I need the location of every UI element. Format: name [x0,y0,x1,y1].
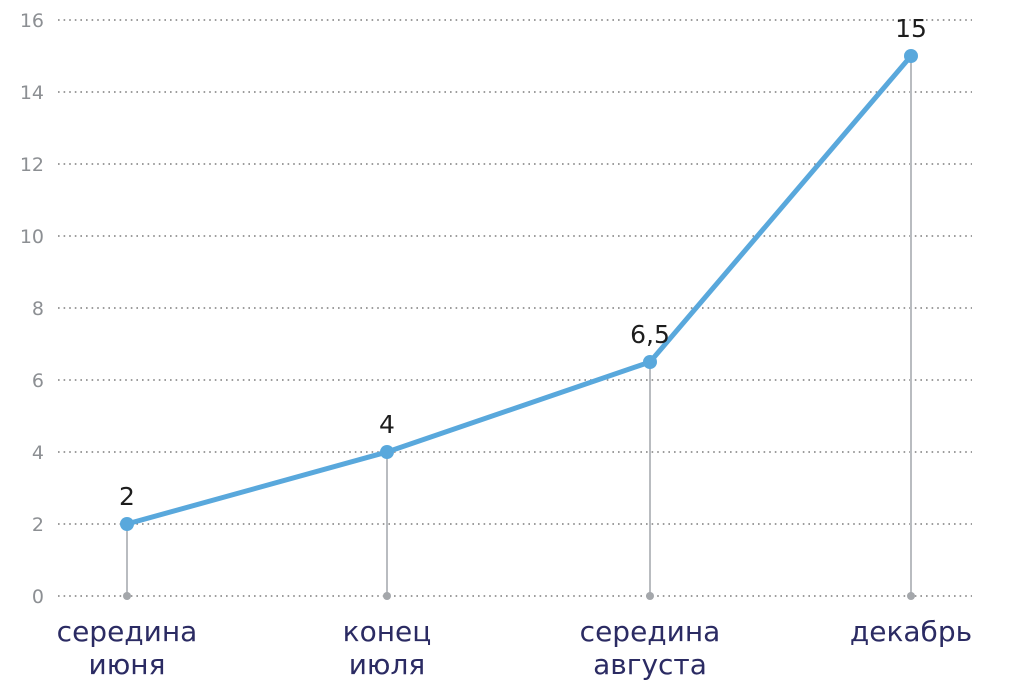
x-category-line: конец [343,615,432,648]
x-category-line: июля [349,648,426,681]
y-tick-label: 4 [32,442,44,464]
y-tick-label: 6 [32,370,44,392]
x-category-label: декабрь [850,615,972,648]
data-label: 6,5 [630,320,670,349]
data-point [643,355,657,369]
y-tick-label: 10 [20,226,44,248]
y-tick-label: 16 [20,10,44,32]
y-tick-label: 8 [32,298,44,320]
baseline-marker [123,592,131,600]
baseline-marker [907,592,915,600]
y-tick-label: 2 [32,514,44,536]
gridlines [58,19,972,597]
data-point [904,49,918,63]
x-category-line: августа [593,648,707,681]
x-category-label: конец июля [343,615,432,681]
y-tick-label: 12 [20,154,44,176]
series-layer [120,49,918,531]
x-category-line: июня [89,648,166,681]
series-line [124,53,914,527]
x-category-label: середина августа [580,615,721,681]
data-point [120,517,134,531]
y-tick-label: 14 [20,82,44,104]
baseline-marker [646,592,654,600]
y-tick-label: 0 [32,586,44,608]
x-category-line: декабрь [850,615,972,648]
y-axis-ticks: 0 2 4 6 8 10 12 14 16 [20,10,44,608]
x-category-label: середина июня [57,615,198,681]
data-label: 15 [895,14,927,43]
point-stems [123,56,915,600]
baseline-marker [383,592,391,600]
data-label: 2 [119,482,135,511]
x-category-line: середина [57,615,198,648]
data-labels: 2 4 6,5 15 [119,14,927,511]
x-category-line: середина [580,615,721,648]
data-point [380,445,394,459]
data-label: 4 [379,410,395,439]
